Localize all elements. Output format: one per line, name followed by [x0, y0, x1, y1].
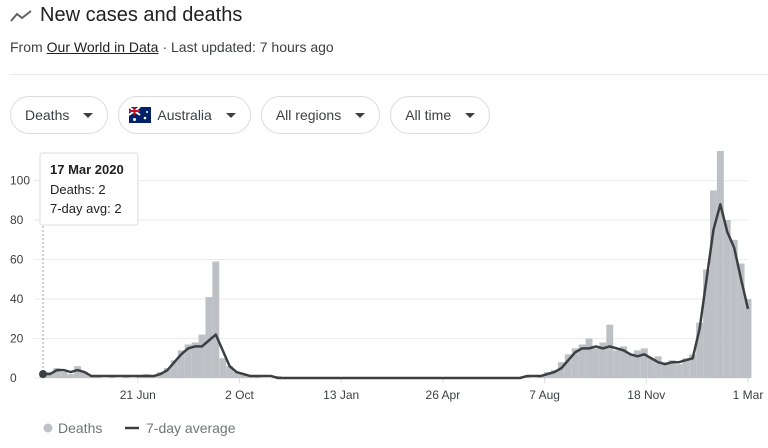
chip-label: All regions — [275, 107, 342, 123]
bar — [53, 368, 61, 378]
source-prefix: From — [10, 39, 43, 55]
bar — [682, 358, 690, 378]
bar — [163, 368, 171, 378]
bar — [730, 239, 738, 378]
y-tick-label: 60 — [10, 253, 24, 267]
bar — [74, 366, 82, 378]
bar — [67, 374, 75, 378]
bar — [613, 350, 621, 378]
header: New cases and deaths — [10, 4, 242, 27]
bar — [703, 269, 710, 378]
x-tick-label: 13 Jan — [323, 388, 359, 402]
bar — [191, 342, 199, 378]
tooltip-date: 17 Mar 2020 — [50, 162, 124, 177]
bar — [571, 348, 579, 378]
bar — [640, 348, 648, 378]
bar — [689, 354, 697, 378]
x-tick-label: 18 Nov — [627, 388, 665, 402]
bar — [564, 354, 572, 378]
bar — [60, 372, 68, 378]
chip-label: Australia — [157, 107, 212, 123]
bar — [654, 356, 662, 378]
bar — [219, 358, 227, 378]
bar — [226, 366, 234, 378]
x-tick-label: 26 Apr — [426, 388, 461, 402]
bar — [620, 346, 628, 378]
bar — [592, 348, 600, 378]
filters: Deaths Australia All regions All time — [10, 96, 491, 134]
y-tick-label: 40 — [10, 292, 24, 306]
bar — [627, 354, 634, 378]
bar — [578, 344, 586, 378]
time-chip[interactable]: All time — [390, 96, 491, 134]
caret — [225, 112, 236, 118]
caret — [83, 112, 94, 118]
x-tick-label: 1 Mar — [733, 388, 764, 402]
tooltip-line: Deaths: 2 — [50, 182, 106, 197]
bar — [599, 342, 607, 378]
bar — [668, 360, 676, 378]
y-tick-label: 0 — [10, 371, 17, 385]
metric-chip[interactable]: Deaths — [10, 96, 109, 134]
legend-label: Deaths — [58, 420, 102, 436]
bar — [170, 360, 178, 378]
bar — [633, 350, 641, 378]
caret — [465, 112, 476, 118]
bar — [557, 362, 565, 378]
bar — [661, 362, 669, 378]
bar — [81, 372, 88, 378]
bar — [744, 299, 752, 378]
bar — [675, 364, 683, 378]
bar — [737, 263, 745, 378]
updated: · Last updated: 7 hours ago — [162, 39, 334, 55]
bar — [585, 338, 593, 378]
y-tick-label: 100 — [10, 174, 30, 188]
bar — [551, 370, 558, 378]
bar — [647, 358, 655, 378]
y-tick-label: 20 — [10, 332, 24, 346]
bar — [198, 334, 206, 378]
bar — [709, 190, 717, 378]
chip-label: All time — [405, 107, 452, 123]
caret — [355, 112, 366, 118]
legend-label: 7-day average — [146, 420, 236, 436]
country-chip[interactable]: Australia — [118, 96, 251, 134]
divider — [10, 74, 768, 75]
x-tick-label: 2 Oct — [225, 388, 254, 402]
bar — [239, 374, 247, 378]
bar — [184, 344, 192, 378]
x-tick-label: 21 Jun — [120, 388, 156, 402]
tooltip — [39, 152, 139, 226]
bar — [233, 372, 240, 378]
chip-label: Deaths — [25, 107, 70, 123]
tooltip-line: 7-day avg: 2 — [50, 201, 122, 216]
flag — [129, 107, 152, 123]
region-chip[interactable]: All regions — [260, 96, 381, 134]
bar — [212, 261, 220, 378]
bar — [723, 220, 731, 378]
y-tick-label: 80 — [10, 213, 24, 227]
trend-icon — [10, 9, 32, 22]
bar — [205, 297, 213, 378]
source-link[interactable]: Our World in Data — [46, 39, 159, 55]
bar — [606, 324, 614, 378]
bar — [177, 350, 185, 378]
bar — [716, 150, 724, 378]
subtitle: From Our World in Data · Last updated: 7 h… — [10, 39, 334, 55]
title: New cases and deaths — [40, 4, 243, 26]
bar — [696, 322, 704, 378]
avg-line — [43, 203, 750, 380]
hover-dot — [39, 370, 47, 379]
x-tick-label: 7 Aug — [529, 388, 560, 402]
legend-swatch — [43, 423, 53, 433]
